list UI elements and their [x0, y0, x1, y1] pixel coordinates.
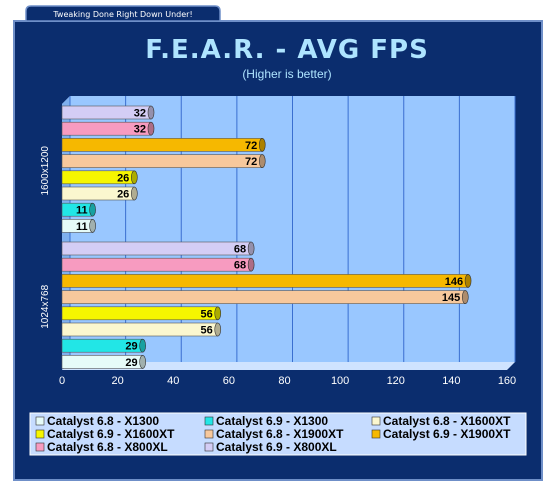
- legend-swatch: [35, 416, 45, 426]
- bar-value-label: 68: [234, 260, 246, 272]
- bar-cap: [131, 186, 138, 201]
- x-tick-label: 60: [223, 375, 235, 387]
- legend-entry: Catalyst 6.9 - X1600XT: [47, 427, 175, 441]
- legend-entry: Catalyst 6.8 - X1900XT: [216, 427, 344, 441]
- x-axis-ticks: 0 20 40 60 80 100 120 140 160: [59, 375, 516, 387]
- bar: [61, 154, 263, 168]
- y-category-label: 1600x1200: [40, 146, 51, 196]
- legend-entry: Catalyst 6.8 - X800XL: [47, 440, 168, 454]
- bar: [61, 241, 252, 256]
- x-tick-label: 40: [167, 375, 179, 387]
- bar-value-label: 72: [245, 156, 257, 168]
- bar: [61, 290, 466, 304]
- bar: [61, 274, 469, 288]
- legend-swatch: [371, 416, 381, 426]
- bar-value-label: 11: [76, 221, 88, 233]
- x-tick-label: 0: [59, 375, 65, 387]
- bar-value-label: 32: [134, 108, 146, 120]
- legend-swatch: [204, 429, 214, 439]
- bar-cap: [461, 290, 469, 304]
- legend-entry: Catalyst 6.9 - X1900XT: [383, 427, 511, 441]
- legend-swatch: [204, 416, 214, 426]
- legend-entry: Catalyst 6.9 - X1300: [216, 414, 328, 428]
- bar-value-label: 56: [201, 308, 213, 320]
- bar-value-label: 146: [445, 276, 463, 288]
- bar-cap: [258, 154, 266, 168]
- bar-value-label: 56: [201, 325, 213, 337]
- bar-value-label: 72: [245, 140, 257, 152]
- legend-swatch: [204, 442, 214, 452]
- bar: [61, 138, 263, 152]
- banner-text: Tweaking Done Right Down Under!: [52, 10, 192, 19]
- legend-entry: Catalyst 6.9 - X800XL: [216, 440, 337, 454]
- legend-swatch: [35, 429, 45, 439]
- bar-cap: [247, 257, 255, 272]
- x-tick-label: 120: [387, 375, 405, 387]
- bar-value-label: 11: [76, 205, 88, 217]
- bar: [61, 322, 219, 337]
- y-axis-categories: 1600x1200 1024x768: [40, 146, 51, 329]
- legend-swatch: [35, 442, 45, 452]
- legend: Catalyst 6.8 - X1300 Catalyst 6.9 - X1300…: [35, 414, 511, 454]
- bar-cap: [139, 338, 146, 353]
- x-tick-label: 160: [498, 375, 516, 387]
- bar-value-label: 68: [234, 244, 246, 256]
- bar-cap: [258, 138, 266, 152]
- bar-value-label: 32: [134, 124, 146, 136]
- legend-swatch: [371, 429, 381, 439]
- bar-cap: [89, 219, 96, 233]
- bar-value-label: 29: [125, 357, 137, 369]
- chart-subtitle: (Higher is better): [242, 67, 331, 81]
- bar-cap: [89, 202, 96, 217]
- y-category-label: 1024x768: [40, 284, 51, 328]
- legend-entry: Catalyst 6.8 - X1600XT: [383, 414, 511, 428]
- x-tick-label: 140: [442, 375, 460, 387]
- x-tick-label: 80: [278, 375, 290, 387]
- bar-cap: [139, 355, 146, 369]
- bar-value-label: 145: [442, 292, 460, 304]
- bar-cap: [214, 322, 222, 337]
- bar-value-label: 26: [117, 172, 129, 184]
- bar: [61, 257, 252, 272]
- bar-value-label: 29: [125, 341, 137, 353]
- x-tick-label: 100: [331, 375, 349, 387]
- bars: 32 32 72 72 26 26 11 11 68 68 146 145 56 56 29 29: [61, 105, 472, 369]
- bar-cap: [214, 306, 222, 321]
- x-tick-label: 20: [112, 375, 124, 387]
- bar-cap: [131, 170, 138, 185]
- bar-value-label: 26: [117, 189, 129, 201]
- bar-cap: [464, 274, 472, 288]
- bar-cap: [147, 105, 155, 120]
- chart-title: F.E.A.R. - AVG FPS: [145, 35, 429, 65]
- bar-cap: [147, 121, 155, 136]
- bar-cap: [247, 241, 255, 256]
- legend-box: [29, 412, 527, 456]
- legend-entry: Catalyst 6.8 - X1300: [47, 414, 159, 428]
- plot-area-floor: [62, 362, 515, 370]
- banner-tab: [25, 5, 221, 22]
- bar: [61, 306, 219, 321]
